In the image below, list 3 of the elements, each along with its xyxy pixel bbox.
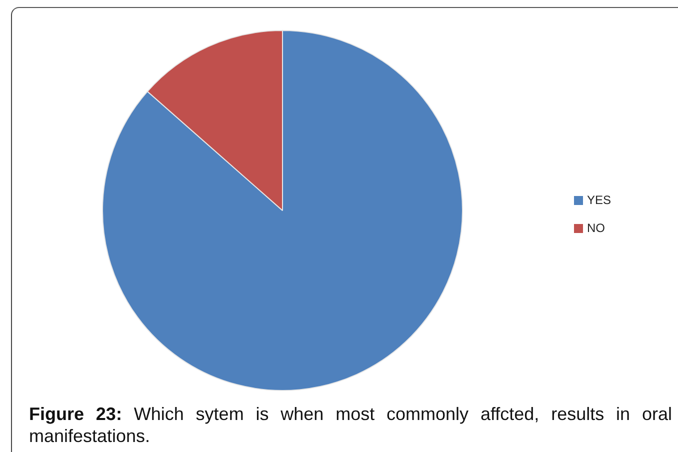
- caption: Figure 23: Which sytem is when most commonly affcted, results in oral manifestations.: [29, 404, 672, 446]
- legend-label: NO: [587, 221, 605, 235]
- legend-label: YES: [587, 193, 612, 207]
